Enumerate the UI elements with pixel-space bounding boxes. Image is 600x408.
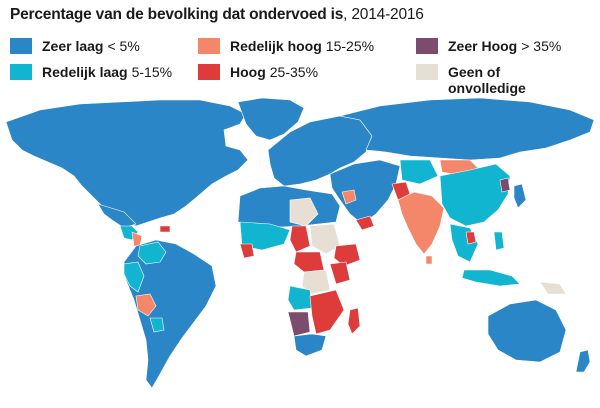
legend-item-zeer-hoog: Zeer Hoog > 35% bbox=[416, 38, 561, 54]
region-russia bbox=[339, 97, 595, 161]
region-bolivia bbox=[135, 293, 157, 317]
region-kenya bbox=[329, 261, 351, 285]
region-zambia-moz bbox=[309, 289, 345, 335]
title-years: , 2014-2016 bbox=[343, 6, 424, 23]
title-main: Percentage van de bevolking dat ondervoe… bbox=[10, 6, 344, 23]
region-chad bbox=[289, 225, 311, 253]
map-title: Percentage van de bevolking dat ondervoe… bbox=[10, 6, 424, 24]
region-sudan-nodata bbox=[309, 223, 341, 255]
region-new-zealand bbox=[575, 349, 591, 373]
legend-label: Redelijk hoog bbox=[230, 38, 322, 54]
region-nicaragua bbox=[131, 231, 143, 247]
region-sri-lanka bbox=[425, 255, 433, 265]
region-iraq-syria bbox=[341, 189, 357, 205]
legend-range: 25-35% bbox=[269, 64, 319, 80]
region-madagascar bbox=[347, 307, 361, 335]
region-laos-cambodia bbox=[465, 231, 477, 245]
region-ethiopia bbox=[333, 243, 361, 267]
region-philippines bbox=[493, 231, 505, 251]
region-sahara-nodata bbox=[289, 197, 319, 227]
region-central-asia-mid bbox=[399, 159, 439, 185]
region-australia bbox=[487, 299, 567, 363]
region-peru-ecuador bbox=[123, 261, 145, 293]
region-haiti bbox=[159, 225, 171, 233]
legend-item-redelijk-hoog: Redelijk hoog 15-25% bbox=[198, 38, 374, 54]
region-north-america bbox=[5, 99, 249, 227]
legend-label: Hoog bbox=[230, 64, 266, 80]
legend-swatch-redelijk-hoog bbox=[198, 38, 220, 54]
region-north-africa bbox=[237, 185, 341, 229]
legend-range: 5-15% bbox=[131, 64, 173, 80]
legend-range: < 5% bbox=[107, 38, 140, 54]
region-middle-east bbox=[329, 159, 401, 225]
legend-swatch-redelijk-laag bbox=[10, 64, 32, 80]
region-central-africa-red bbox=[293, 251, 325, 273]
legend-item-hoog: Hoog 25-35% bbox=[198, 64, 318, 80]
legend: Zeer laag < 5% Redelijk laag 5-15% Redel… bbox=[0, 0, 600, 112]
region-indonesia bbox=[461, 269, 521, 287]
legend-label: Zeer laag bbox=[42, 38, 104, 54]
legend-swatch-zeer-hoog bbox=[416, 38, 438, 54]
region-south-asia bbox=[397, 191, 445, 255]
legend-swatch-hoog bbox=[198, 64, 220, 80]
region-europe bbox=[267, 115, 373, 187]
legend-item-zeer-laag: Zeer laag < 5% bbox=[10, 38, 140, 54]
region-south-america bbox=[123, 239, 217, 389]
region-japan bbox=[513, 183, 527, 209]
legend-range: > 35% bbox=[521, 38, 562, 54]
legend-label: Redelijk laag bbox=[42, 64, 128, 80]
region-venezuela-colombia bbox=[137, 241, 167, 265]
region-congo-nodata bbox=[301, 269, 331, 295]
legend-label: Zeer Hoog bbox=[448, 38, 518, 54]
region-southeast-asia bbox=[449, 223, 479, 263]
region-greenland bbox=[237, 97, 305, 141]
region-china bbox=[439, 163, 511, 227]
legend-item-redelijk-laag: Redelijk laag 5-15% bbox=[10, 64, 172, 80]
legend-swatch-zeer-laag bbox=[10, 38, 32, 54]
region-southern-africa-purple bbox=[287, 311, 311, 337]
region-angola bbox=[287, 285, 313, 311]
region-png bbox=[539, 281, 567, 295]
region-south-africa bbox=[293, 333, 327, 357]
legend-swatch-geen-gegevens bbox=[416, 64, 438, 80]
region-yemen bbox=[355, 215, 375, 231]
region-paraguay bbox=[149, 317, 165, 333]
region-north-korea bbox=[499, 177, 511, 193]
legend-range: 15-25% bbox=[325, 38, 375, 54]
region-west-africa-red bbox=[239, 243, 255, 259]
